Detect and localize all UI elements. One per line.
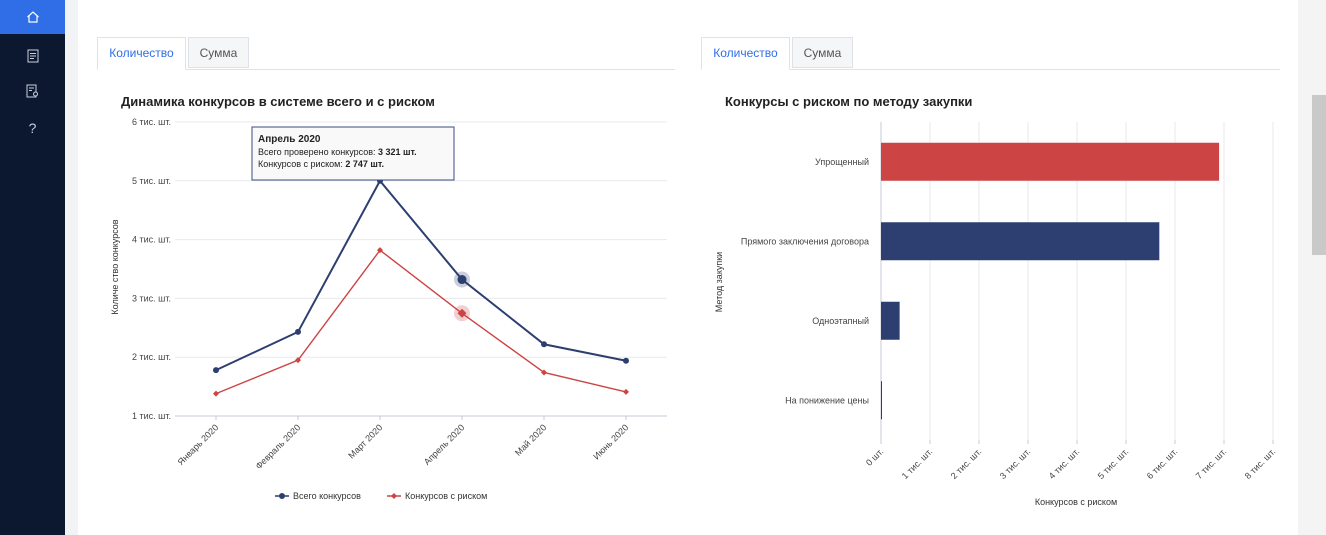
sidebar-item-reports[interactable] xyxy=(0,74,65,108)
line-chart-point[interactable] xyxy=(295,357,301,364)
tooltip-total: Всего проверено конкурсов: 3 321 шт. xyxy=(258,147,417,157)
help-icon: ? xyxy=(28,120,37,136)
sidebar-item-home[interactable] xyxy=(0,0,65,34)
tooltip-risk: Конкурсов с риском: 2 747 шт. xyxy=(258,159,384,169)
left-tabs: Количество Сумма xyxy=(97,37,675,70)
tooltip-title: Апрель 2020 xyxy=(258,134,321,145)
line-chart-point[interactable] xyxy=(623,357,629,364)
line-chart-y-ticks: 1 тис. шт. 2 тис. шт. 3 тис. шт. 4 тис. шт.… xyxy=(132,117,171,421)
bar-chart-title: Конкурсы с риском по методу закупки xyxy=(725,94,973,109)
legend-label[interactable]: Всего конкурсов xyxy=(293,491,361,501)
bar-chart-bar[interactable] xyxy=(881,381,882,420)
line-chart-grid xyxy=(175,121,667,417)
line-chart: 1 тис. шт. 2 тис. шт. 3 тис. шт. 4 тис. шт.… xyxy=(110,117,667,501)
sidebar-item-help[interactable]: ? xyxy=(0,111,65,145)
bar-chart-x-tick-label: 2 тис. шт. xyxy=(949,446,984,481)
sidebar-item-documents[interactable] xyxy=(0,39,65,73)
legend-marker xyxy=(279,493,285,499)
bar-chart-category-label: Одноэтапный xyxy=(812,316,869,326)
line-chart-y-tick-label: 5 тис. шт. xyxy=(132,176,171,186)
bar-chart-x-tick-label: 3 тис. шт. xyxy=(998,446,1033,481)
line-chart-tooltip: Апрель 2020 Всего проверено конкурсов: 3… xyxy=(251,126,455,181)
home-icon xyxy=(26,11,39,23)
line-chart-x-ticks: Январь 2020 Февраль 2020 Март 2020 Апрель 2… xyxy=(176,416,630,471)
line-chart-title: Динамика конкурсов в системе всего и с р… xyxy=(121,94,435,109)
bar-chart-x-tick-label: 8 тис. шт. xyxy=(1243,446,1278,481)
bar-chart-y-axis-label: Метод закупки xyxy=(714,252,724,312)
scrollbar-thumb[interactable] xyxy=(1312,95,1326,255)
bar-chart-x-ticks: 0 шт. 1 тис. шт. 2 тис. шт. 3 тис. шт. 4 тис… xyxy=(864,440,1277,481)
line-chart-x-tick-label: Январь 2020 xyxy=(176,422,221,467)
line-chart-x-tick-label: Март 2020 xyxy=(346,422,384,460)
bar-chart-bar[interactable] xyxy=(881,222,1160,261)
line-chart-point[interactable] xyxy=(457,308,467,318)
bar-chart-category-label: Упрощенный xyxy=(815,157,869,167)
line-chart-point[interactable] xyxy=(295,328,301,335)
line-chart-series-line xyxy=(215,249,627,395)
bar-chart-x-tick-label: 4 тис. шт. xyxy=(1047,446,1082,481)
line-chart-x-tick-label: Июнь 2020 xyxy=(591,422,630,461)
line-chart-y-tick-label: 3 тис. шт. xyxy=(132,293,171,303)
line-chart-x-tick-label: Апрель 2020 xyxy=(422,422,467,467)
bar-chart-bar[interactable] xyxy=(881,301,900,340)
line-chart-y-tick-label: 2 тис. шт. xyxy=(132,352,171,362)
bar-chart-x-axis-label: Конкурсов с риском xyxy=(1035,497,1117,507)
line-chart-y-tick-label: 1 тис. шт. xyxy=(132,411,171,421)
tab-right-sum[interactable]: Сумма xyxy=(792,37,853,68)
main-content: Количество Сумма Количество Сумма Динами… xyxy=(78,0,1298,535)
line-chart-point[interactable] xyxy=(457,275,467,285)
document-list-icon xyxy=(27,49,38,63)
legend-marker xyxy=(391,493,397,499)
line-chart-y-tick-label: 4 тис. шт. xyxy=(132,235,171,245)
bar-chart-categories: Упрощенный Прямого заключения договора Одн… xyxy=(741,157,869,406)
line-chart-x-tick-label: Февраль 2020 xyxy=(254,422,303,471)
line-chart-point[interactable] xyxy=(541,369,547,376)
legend-label[interactable]: Конкурсов с риском xyxy=(405,491,487,501)
line-chart-point[interactable] xyxy=(213,390,219,397)
bar-chart-x-tick-label: 1 тис. шт. xyxy=(900,446,935,481)
bar-chart-x-tick-label: 6 тис. шт. xyxy=(1145,446,1180,481)
right-tabs: Количество Сумма xyxy=(701,37,1280,70)
bar-chart-category-label: Прямого заключения договора xyxy=(741,236,869,246)
line-chart-point[interactable] xyxy=(541,341,547,348)
bar-chart-x-tick-label: 5 тис. шт. xyxy=(1096,446,1131,481)
line-chart-x-tick-label: Май 2020 xyxy=(513,422,548,457)
tab-left-sum[interactable]: Сумма xyxy=(188,37,249,68)
line-chart-point[interactable] xyxy=(623,388,629,395)
line-chart-point[interactable] xyxy=(377,247,383,254)
tab-left-quantity[interactable]: Количество xyxy=(97,37,186,70)
line-chart-y-axis-label: Количе ство конкурсов xyxy=(110,219,120,314)
page-scrollbar[interactable] xyxy=(1298,0,1326,535)
sidebar: ? xyxy=(0,0,65,535)
bar-chart-bar[interactable] xyxy=(881,142,1220,181)
bar-chart-category-label: На понижение цены xyxy=(785,395,869,405)
bar-chart-x-tick-label: 7 тис. шт. xyxy=(1194,446,1229,481)
line-chart-series-line xyxy=(215,179,627,372)
tab-right-quantity[interactable]: Количество xyxy=(701,37,790,70)
line-chart-y-tick-label: 6 тис. шт. xyxy=(132,117,171,127)
report-icon xyxy=(26,84,38,98)
line-chart-legend: Всего конкурсов Конкурсов с риском xyxy=(275,491,487,501)
bar-chart-x-tick-label: 0 шт. xyxy=(864,446,885,467)
bar-chart-bars xyxy=(881,142,1220,420)
line-chart-point[interactable] xyxy=(213,367,219,374)
line-chart-series xyxy=(213,177,629,397)
bar-chart: Упрощенный Прямого заключения договора Одн… xyxy=(714,122,1277,507)
tooltip-box xyxy=(251,126,455,181)
